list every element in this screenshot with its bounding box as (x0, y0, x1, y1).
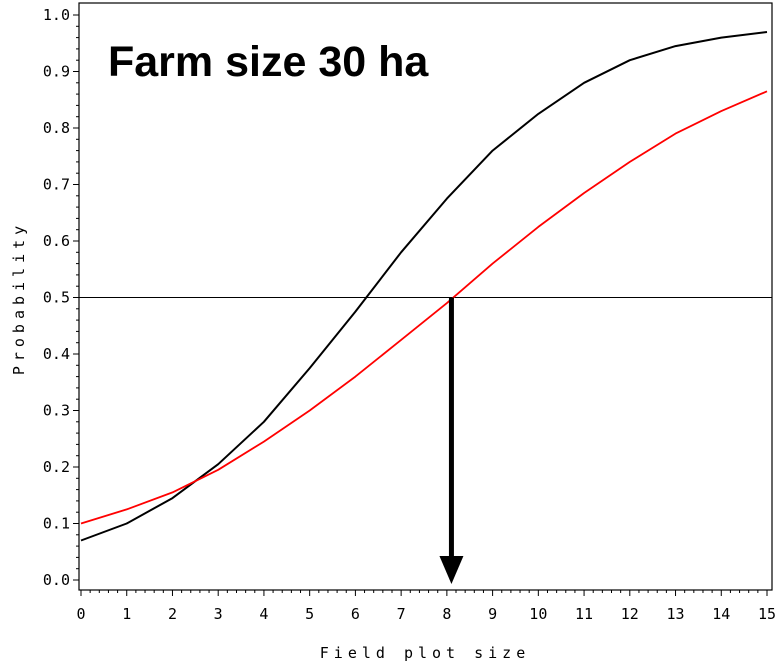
y-tick-label: 0.5 (43, 289, 70, 307)
x-tick-label: 3 (214, 605, 223, 623)
series-line-2 (80, 90, 768, 525)
x-tick-label: 0 (76, 605, 85, 623)
y-tick-label: 0.4 (43, 345, 70, 363)
y-tick-label: 0.7 (43, 176, 70, 194)
threshold-arrow (439, 297, 464, 584)
y-tick-label: 0.8 (43, 119, 70, 137)
y-tick-label: 0.1 (43, 515, 70, 533)
x-tick-label: 11 (575, 605, 593, 623)
minor-ticks (73, 14, 768, 596)
x-tick-label: 1 (122, 605, 131, 623)
x-axis-ticks: 0 1 2 3 4 5 6 7 8 9 10 11 12 13 14 15 (76, 605, 776, 623)
y-axis-ticks: 0.0 0.1 0.2 0.3 0.4 0.5 0.6 0.7 0.8 0.9 1.0 (43, 6, 70, 589)
y-tick-label: 0.2 (43, 458, 70, 476)
x-tick-label: 5 (305, 605, 314, 623)
x-tick-label: 4 (259, 605, 268, 623)
x-tick-label: 10 (529, 605, 547, 623)
x-tick-label: 14 (712, 605, 730, 623)
x-tick-label: 8 (442, 605, 451, 623)
series-lines (80, 31, 768, 542)
x-tick-label: 9 (488, 605, 497, 623)
plot-frame (78, 2, 773, 591)
y-tick-label: 0.0 (43, 571, 70, 589)
y-tick-label: 0.9 (43, 63, 70, 81)
x-tick-label: 6 (351, 605, 360, 623)
series-line-1 (80, 31, 768, 542)
x-tick-label: 7 (397, 605, 406, 623)
arrow-head (439, 556, 464, 584)
chart-title: Farm size 30 ha (108, 38, 429, 86)
y-axis-label: Probability (10, 221, 28, 375)
x-tick-label: 2 (168, 605, 177, 623)
y-tick-label: 1.0 (43, 6, 70, 24)
x-tick-label: 12 (621, 605, 639, 623)
y-tick-label: 0.6 (43, 232, 70, 250)
x-tick-label: 13 (667, 605, 685, 623)
x-axis-label: Field plot size (320, 644, 530, 662)
x-tick-label: 15 (758, 605, 776, 623)
y-tick-label: 0.3 (43, 402, 70, 420)
